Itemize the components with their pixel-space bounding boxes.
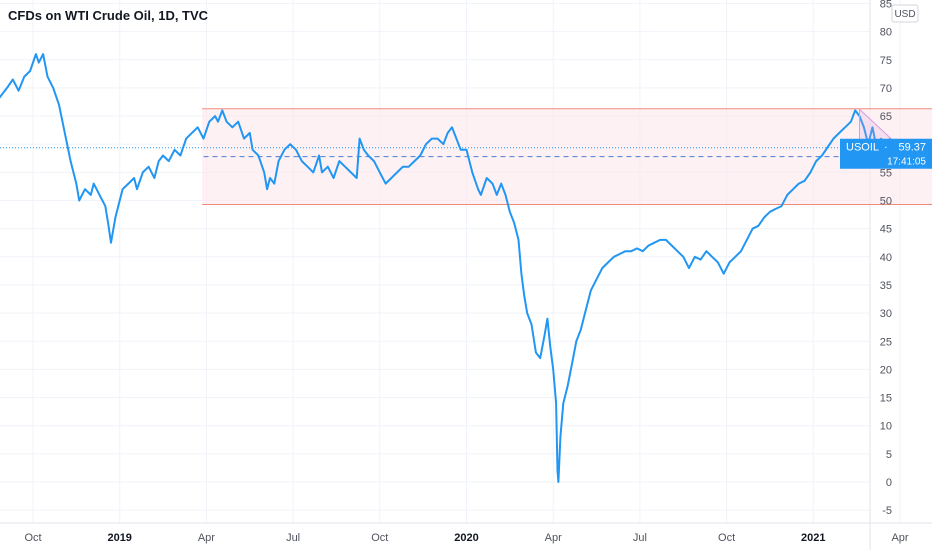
y-tick-label: 30 (880, 308, 892, 320)
y-tick-label: 55 (880, 167, 892, 179)
price-tag-symbol: USOIL (846, 142, 879, 154)
price-tag-layer: USD USOIL · 59.37 17:41:05 (840, 4, 932, 169)
y-tick-label: 85 (880, 0, 892, 10)
y-tick-label: 10 (880, 421, 892, 433)
price-tag-value: 59.37 (898, 142, 926, 154)
y-tick-label: 20 (880, 364, 892, 376)
x-tick-label: Apr (891, 532, 908, 544)
y-tick-label: 35 (880, 280, 892, 292)
x-tick-label: Oct (24, 532, 41, 544)
y-tick-label: 40 (880, 252, 892, 264)
y-tick-label: 80 (880, 27, 892, 39)
y-tick-label: 25 (880, 336, 892, 348)
price-tag-separator: · (884, 142, 888, 154)
y-tick-label: 45 (880, 224, 892, 236)
y-tick-label: 65 (880, 111, 892, 123)
price-tag (840, 138, 932, 169)
y-axis[interactable]: -50510152025303540455055606570758085 (880, 0, 892, 517)
y-tick-label: 70 (880, 83, 892, 95)
y-tick-label: 50 (880, 196, 892, 208)
x-axis[interactable]: Oct2019AprJulOct2020AprJulOct2021AprJul (24, 532, 932, 544)
y-tick-label: 15 (880, 393, 892, 405)
x-tick-label: Jul (286, 532, 300, 544)
price-tag-countdown: 17:41:05 (887, 157, 926, 168)
y-tick-label: 0 (886, 477, 892, 489)
x-tick-label: 2019 (107, 532, 131, 544)
x-tick-label: Jul (633, 532, 647, 544)
x-tick-label: 2020 (454, 532, 478, 544)
y-tick-label: 5 (886, 449, 892, 461)
x-tick-label: Oct (718, 532, 735, 544)
y-tick-label: 75 (880, 55, 892, 67)
range-box-layer (0, 108, 932, 205)
y-tick-label: -5 (882, 505, 892, 517)
x-tick-label: Oct (371, 532, 388, 544)
chart-title: CFDs on WTI Crude Oil, 1D, TVC (8, 8, 209, 23)
currency-badge-label: USD (894, 9, 915, 20)
x-tick-label: Apr (198, 532, 215, 544)
currency-badge (891, 4, 919, 23)
x-tick-label: 2021 (801, 532, 825, 544)
x-tick-label: Apr (545, 532, 562, 544)
price-series-line (0, 53, 900, 483)
